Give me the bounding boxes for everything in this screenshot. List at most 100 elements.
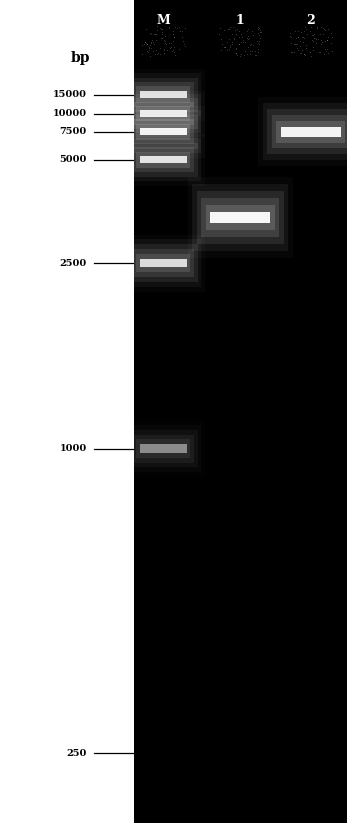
Point [167,21,172,34]
Point [155,23,160,36]
Point [311,31,317,44]
Point [329,44,335,58]
Point [257,26,263,39]
Point [162,30,168,43]
Point [142,37,147,50]
Point [243,35,248,49]
Point [143,36,149,49]
Point [226,23,231,36]
Point [237,37,242,50]
Point [295,37,300,50]
Point [149,36,154,49]
Point [172,21,177,34]
Point [148,26,154,40]
Point [294,41,300,54]
Point [316,45,321,58]
Point [255,42,261,55]
Point [288,36,293,49]
Point [322,48,327,61]
Point [303,22,309,35]
Point [301,25,306,38]
Bar [140,128,187,136]
Bar [122,68,204,120]
Bar [136,123,191,140]
Point [171,24,176,37]
Point [171,30,177,44]
Point [249,38,254,51]
Point [153,34,159,47]
Point [256,29,262,42]
Point [224,43,229,56]
Point [145,45,151,58]
Point [258,31,263,44]
Point [252,44,257,58]
Point [247,48,252,61]
Point [325,30,330,44]
Point [217,28,222,41]
Point [245,30,251,43]
Point [147,49,153,63]
Point [237,37,242,50]
Text: 7500: 7500 [60,128,87,136]
Point [317,28,323,41]
Point [256,21,261,34]
Point [169,44,175,58]
Point [318,21,324,34]
Bar [140,156,187,163]
Point [237,49,243,62]
Point [171,30,177,44]
Point [308,49,314,62]
Point [149,35,154,49]
Point [150,44,156,58]
Point [229,37,234,50]
Point [238,35,244,49]
Point [174,21,179,35]
Bar [136,439,191,458]
Point [259,25,264,38]
Bar [126,95,201,133]
Point [143,35,148,49]
Point [298,35,303,48]
Point [321,23,327,36]
Bar [197,191,283,244]
Point [245,32,251,45]
Point [219,37,225,50]
Text: 1: 1 [236,14,245,27]
Point [302,21,307,34]
Text: 1000: 1000 [60,444,87,453]
Point [166,21,171,35]
Point [296,44,301,57]
Point [234,22,240,35]
Point [168,36,174,49]
Point [180,35,186,48]
Point [324,42,329,55]
Point [322,42,328,55]
Point [247,44,253,58]
Point [311,28,316,41]
Bar [129,142,197,177]
Point [155,46,161,59]
Point [221,40,227,53]
Point [295,24,301,37]
Point [147,28,153,41]
Bar [129,244,197,282]
Point [319,35,324,49]
Point [303,38,308,51]
Point [238,48,243,61]
Point [240,34,246,47]
Point [249,25,255,38]
Point [162,34,168,47]
Point [227,40,232,53]
Point [232,24,238,37]
Point [315,33,321,46]
Point [291,46,297,59]
Bar [122,420,204,477]
Bar [129,77,197,112]
Bar [140,110,187,117]
Point [245,47,250,60]
Point [250,39,256,52]
Point [171,40,177,53]
Point [234,27,239,40]
Point [313,32,319,45]
Point [153,44,158,57]
